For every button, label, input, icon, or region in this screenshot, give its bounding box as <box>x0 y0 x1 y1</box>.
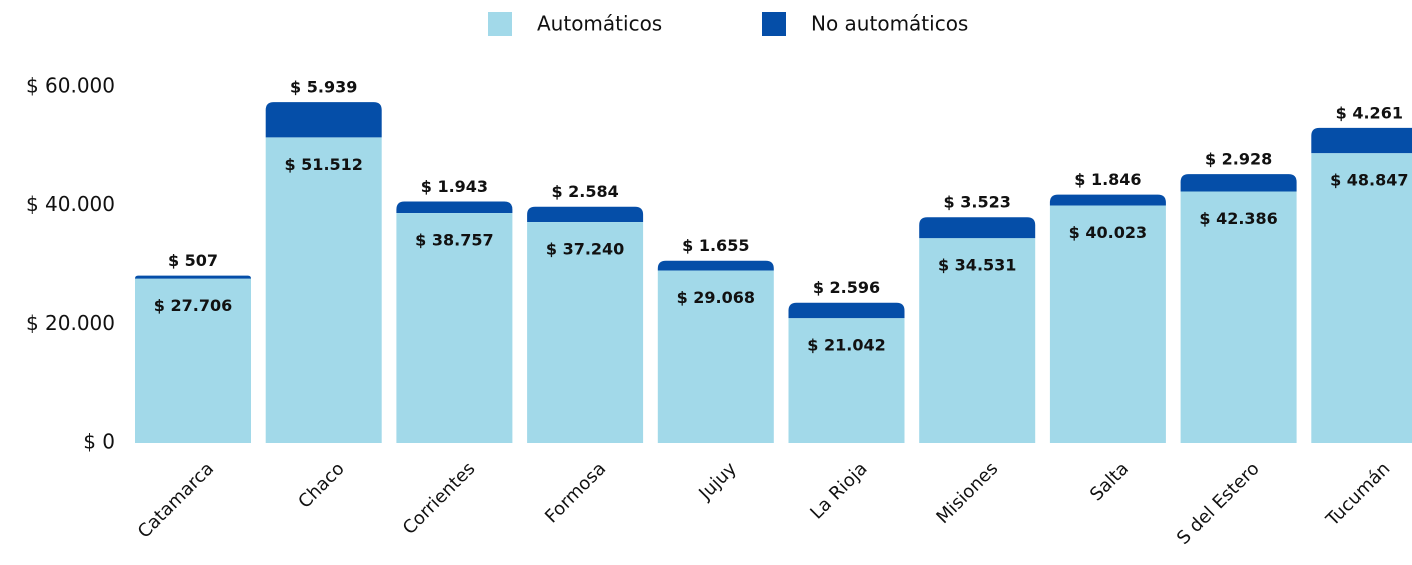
value-label: $ 42.386 <box>1199 209 1277 228</box>
bar-segment <box>657 260 774 271</box>
y-tick-label: $ 20.000 <box>26 311 115 335</box>
bar-segment <box>1049 194 1166 206</box>
value-label: $ 38.757 <box>415 231 493 250</box>
bar-segment <box>527 222 644 443</box>
bar-segment <box>135 278 251 443</box>
x-tick-label: Corrientes <box>399 458 480 539</box>
bar-segment <box>788 318 905 443</box>
value-label: $ 1.943 <box>421 177 488 196</box>
value-label: $ 507 <box>168 251 218 270</box>
value-label: $ 1.846 <box>1074 170 1141 189</box>
value-label: $ 34.531 <box>938 256 1016 275</box>
value-label: $ 2.584 <box>551 182 618 201</box>
legend-label: No automáticos <box>811 12 968 36</box>
value-label: $ 29.068 <box>677 288 755 307</box>
y-tick-label: $ 40.000 <box>26 192 115 216</box>
value-label: $ 5.939 <box>290 78 357 97</box>
bar-segment <box>788 302 905 319</box>
value-label: $ 40.023 <box>1069 223 1147 242</box>
x-tick-label: Catamarca <box>134 458 218 542</box>
bar-segment <box>1180 191 1297 443</box>
value-label: $ 48.847 <box>1330 171 1408 190</box>
bar-segment <box>919 238 1036 443</box>
bar-segment <box>527 206 644 223</box>
value-label: $ 27.706 <box>154 296 232 315</box>
x-tick-label: Misiones <box>932 458 1002 528</box>
x-tick-label: Jujuy <box>694 458 741 505</box>
x-tick-label: Tucumán <box>1322 458 1395 531</box>
x-tick-label: Chaco <box>294 458 348 512</box>
value-label: $ 3.523 <box>944 193 1011 212</box>
value-label: $ 51.512 <box>284 155 362 174</box>
legend-swatch <box>762 12 786 36</box>
bar-segment <box>396 201 513 214</box>
legend-swatch <box>488 12 512 36</box>
value-label: $ 2.596 <box>813 278 880 297</box>
bar-segment <box>265 137 382 444</box>
x-tick-label: Formosa <box>541 458 610 527</box>
x-tick-label: S del Estero <box>1173 458 1264 549</box>
value-label: $ 37.240 <box>546 240 624 259</box>
legend-label: Automáticos <box>537 12 662 36</box>
y-tick-label: $ 0 <box>83 430 115 454</box>
value-label: $ 4.261 <box>1336 103 1403 122</box>
value-label: $ 21.042 <box>807 336 885 355</box>
bar-segment <box>265 102 382 138</box>
x-tick-label: La Rioja <box>806 458 871 523</box>
bar-segment <box>135 275 251 279</box>
value-label: $ 2.928 <box>1205 150 1272 169</box>
value-label: $ 1.655 <box>682 236 749 255</box>
bar-segment <box>1311 153 1412 443</box>
bar-segment <box>657 270 774 443</box>
y-tick-label: $ 60.000 <box>26 74 115 98</box>
x-tick-label: Salta <box>1086 458 1133 505</box>
bar-segment <box>1180 174 1297 192</box>
bar-segment <box>396 213 513 443</box>
bar-segment <box>1049 205 1166 443</box>
bar-segment <box>1311 127 1412 154</box>
bar-segment <box>919 217 1036 239</box>
